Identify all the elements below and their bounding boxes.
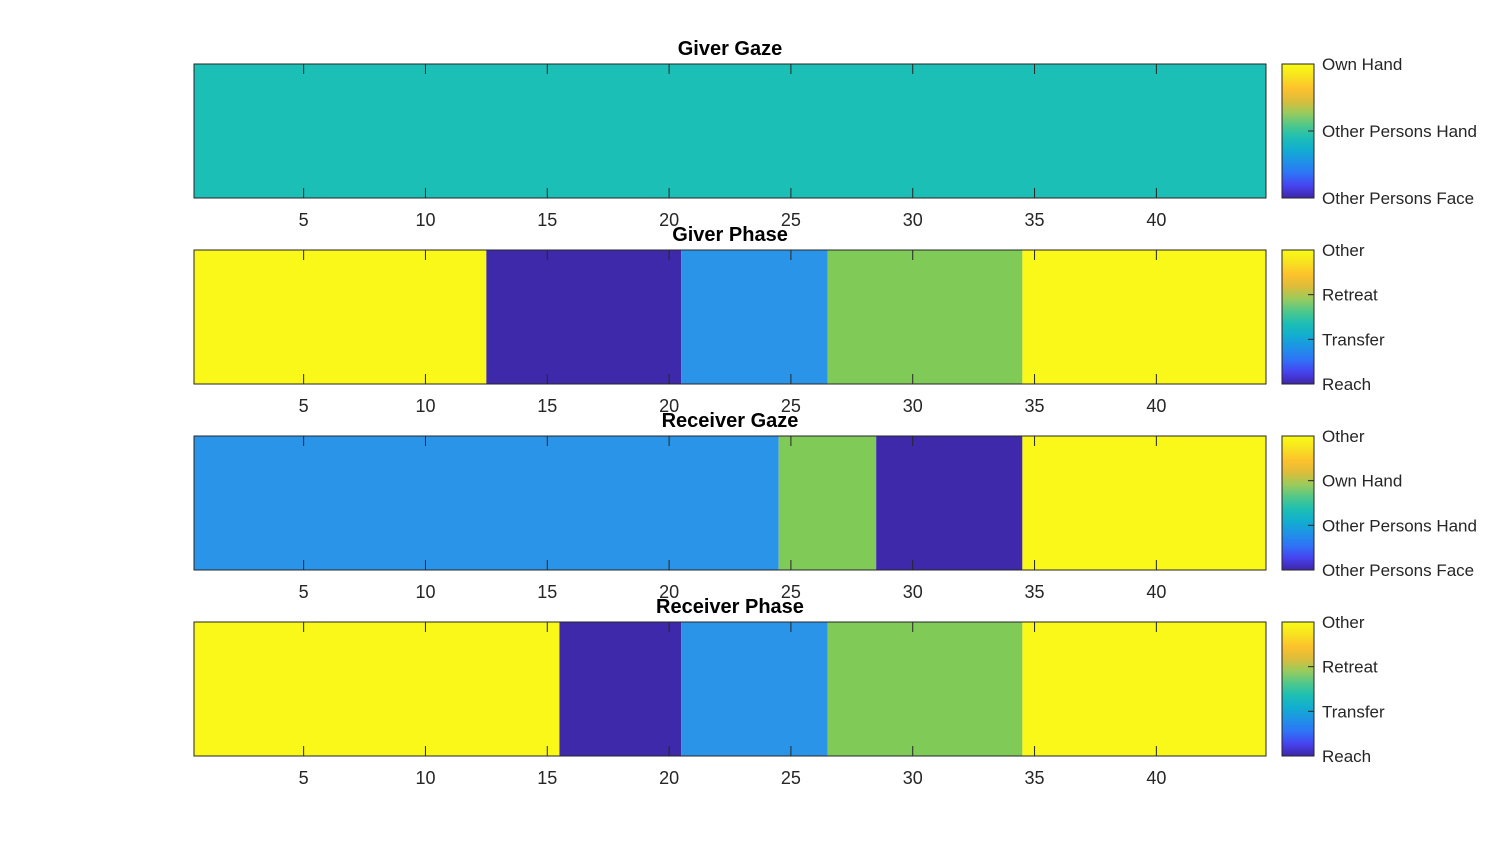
segment-other bbox=[194, 250, 487, 384]
colorbar-label: Reach bbox=[1322, 747, 1371, 766]
colorbar-label: Transfer bbox=[1322, 702, 1385, 721]
segment-reach bbox=[559, 622, 682, 756]
x-tick-label: 20 bbox=[659, 210, 679, 230]
subplot-title: Giver Gaze bbox=[678, 38, 783, 60]
x-tick-label: 5 bbox=[299, 396, 309, 416]
segment-reach bbox=[486, 250, 682, 384]
colorbar-label: Other bbox=[1322, 613, 1365, 632]
subplot-4: 5 10 15 20 25 30 35 40 Receiver Phase Other Retrea… bbox=[193, 596, 1385, 788]
segment-retreat bbox=[827, 250, 1023, 384]
subplot-1: 5 10 15 20 25 30 35 40 Giver Gaze Own Hand Other P… bbox=[193, 38, 1477, 230]
colorbar bbox=[1282, 250, 1314, 384]
colorbar-border bbox=[1281, 249, 1315, 385]
x-tick-label: 35 bbox=[1025, 210, 1045, 230]
x-tick-label: 10 bbox=[415, 210, 435, 230]
x-tick-label: 30 bbox=[903, 768, 923, 788]
segment-other-persons-hand bbox=[194, 436, 779, 570]
x-tick-label: 30 bbox=[903, 396, 923, 416]
subplot-title: Receiver Gaze bbox=[662, 410, 799, 432]
colorbar-border bbox=[1281, 435, 1315, 571]
x-tick-label: 15 bbox=[537, 768, 557, 788]
axes-box bbox=[193, 63, 1267, 199]
colorbar bbox=[1282, 622, 1314, 756]
x-tick-label: 20 bbox=[659, 396, 679, 416]
x-tick-label: 25 bbox=[781, 210, 801, 230]
x-tick-label: 25 bbox=[781, 768, 801, 788]
colorbar-label: Own Hand bbox=[1322, 55, 1402, 74]
colorbar-label: Other Persons Face bbox=[1322, 561, 1474, 580]
x-tick-label: 35 bbox=[1025, 396, 1045, 416]
colorbar-label: Transfer bbox=[1322, 330, 1385, 349]
subplot-title: Giver Phase bbox=[672, 224, 788, 246]
x-tick-label: 5 bbox=[299, 768, 309, 788]
subplot-2: 5 10 15 20 25 30 35 40 Giver Phase Other Retreat Tr… bbox=[193, 224, 1385, 416]
x-tick-label: 40 bbox=[1146, 210, 1166, 230]
x-tick-label: 10 bbox=[415, 768, 435, 788]
x-tick-label: 15 bbox=[537, 210, 557, 230]
x-tick-label: 40 bbox=[1146, 582, 1166, 602]
segment-transfer bbox=[681, 622, 828, 756]
segment-other-persons-face bbox=[876, 436, 1023, 570]
colorbar-label: Other Persons Face bbox=[1322, 189, 1474, 208]
x-tick-label: 20 bbox=[659, 582, 679, 602]
colorbar-label: Other bbox=[1322, 241, 1365, 260]
segment-own-hand bbox=[778, 436, 877, 570]
segment-transfer bbox=[681, 250, 828, 384]
x-tick-label: 35 bbox=[1025, 768, 1045, 788]
axes-box bbox=[193, 621, 1267, 757]
colorbar-border bbox=[1281, 621, 1315, 757]
colorbar-label: Other bbox=[1322, 427, 1365, 446]
subplot-3: 5 10 15 20 25 30 35 40 Receiver Gaze Other Own Han… bbox=[193, 410, 1477, 602]
x-tick-label: 10 bbox=[415, 396, 435, 416]
colorbar-label: Other Persons Hand bbox=[1322, 122, 1477, 141]
segment-other bbox=[1022, 250, 1266, 384]
colorbar-label: Reach bbox=[1322, 375, 1371, 394]
segment-other bbox=[1022, 622, 1266, 756]
axes-box bbox=[193, 435, 1267, 571]
colorbar-label: Retreat bbox=[1322, 286, 1378, 305]
segment-other bbox=[1022, 436, 1266, 570]
x-tick-label: 25 bbox=[781, 396, 801, 416]
segment-retreat bbox=[827, 622, 1023, 756]
x-tick-label: 40 bbox=[1146, 396, 1166, 416]
x-tick-label: 15 bbox=[537, 396, 557, 416]
x-tick-label: 20 bbox=[659, 768, 679, 788]
subplot-title: Receiver Phase bbox=[656, 596, 804, 618]
colorbar-label: Own Hand bbox=[1322, 472, 1402, 491]
colorbar bbox=[1282, 436, 1314, 570]
segment-other-persons-hand bbox=[194, 64, 1266, 198]
x-tick-label: 10 bbox=[415, 582, 435, 602]
x-tick-label: 35 bbox=[1025, 582, 1045, 602]
x-tick-label: 25 bbox=[781, 582, 801, 602]
x-tick-label: 15 bbox=[537, 582, 557, 602]
x-tick-label: 30 bbox=[903, 582, 923, 602]
x-tick-label: 5 bbox=[299, 210, 309, 230]
colorbar-label: Other Persons Hand bbox=[1322, 516, 1477, 535]
segment-other bbox=[194, 622, 560, 756]
colorbar-label: Retreat bbox=[1322, 658, 1378, 677]
axes-box bbox=[193, 249, 1267, 385]
x-tick-label: 30 bbox=[903, 210, 923, 230]
x-tick-label: 40 bbox=[1146, 768, 1166, 788]
x-tick-label: 5 bbox=[299, 582, 309, 602]
